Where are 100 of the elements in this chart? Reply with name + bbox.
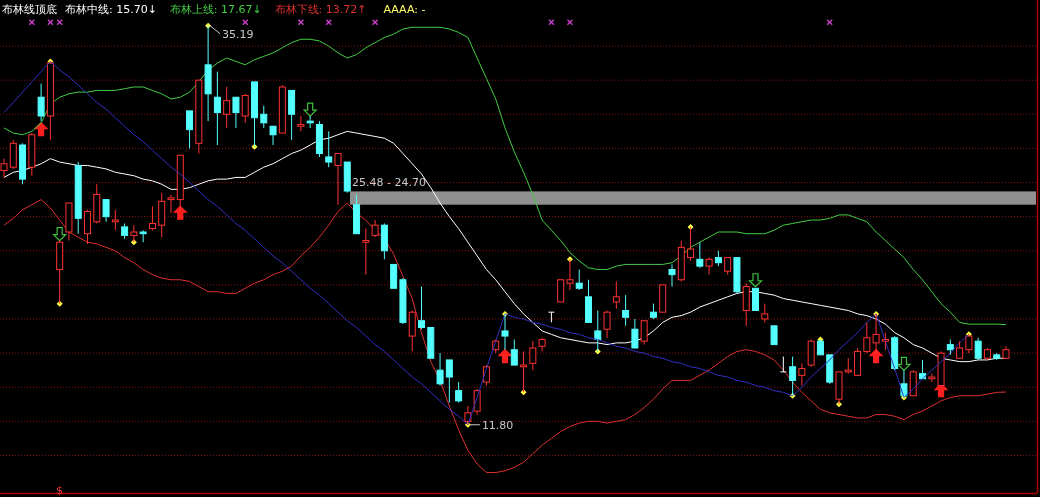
candlestick — [501, 313, 509, 351]
point — [498, 348, 512, 364]
candlestick — [167, 193, 175, 214]
annotation: 11.80 — [481, 418, 514, 432]
candlestick — [612, 280, 620, 310]
candlestick — [455, 381, 463, 404]
candlestick — [260, 105, 268, 129]
candlestick — [585, 279, 592, 323]
candlestick — [399, 277, 407, 325]
candlestick — [111, 209, 119, 231]
candlestick — [937, 350, 945, 387]
candlestick — [65, 202, 73, 242]
candlestick — [297, 115, 305, 132]
candlestick — [974, 337, 982, 361]
candlestick — [19, 142, 27, 185]
candlestick — [993, 352, 1001, 361]
candlestick — [705, 257, 713, 276]
candlestick — [445, 359, 453, 404]
point — [748, 273, 763, 288]
annotation: 35.19 — [222, 27, 254, 41]
candlestick — [306, 115, 314, 129]
text: 布林中线: 15.70↓ — [65, 3, 157, 16]
band-label: 25.48 - 24.70 — [352, 176, 426, 190]
text: 布林上线: 17.67↓ — [169, 3, 262, 16]
candlestick — [510, 338, 518, 366]
candlestick — [872, 313, 880, 354]
candlestick — [603, 309, 611, 339]
candlestick — [121, 222, 129, 240]
point — [566, 19, 574, 26]
candlestick — [139, 229, 147, 243]
candlestick — [529, 340, 537, 371]
candlestick — [74, 161, 82, 235]
candlestick — [148, 205, 156, 231]
candlestick — [863, 321, 871, 354]
point — [173, 205, 187, 220]
candlestick — [983, 347, 991, 361]
candlestick — [418, 286, 425, 330]
candlestick — [436, 352, 444, 387]
candlestick — [408, 309, 416, 352]
candlestick — [835, 371, 843, 405]
candlestick — [232, 96, 240, 129]
candlestick — [241, 93, 249, 124]
candlestick — [798, 362, 806, 387]
candlestick — [223, 86, 231, 129]
candlestick — [334, 153, 342, 206]
candlestick — [84, 209, 91, 245]
candlestick — [844, 357, 852, 375]
candlestick — [380, 222, 388, 260]
point — [303, 102, 317, 117]
candlestick — [687, 226, 695, 262]
candlestick — [538, 337, 546, 352]
candlestick — [278, 84, 286, 134]
candlestick — [826, 354, 834, 385]
candlestick — [288, 89, 296, 141]
candlestick — [315, 120, 323, 158]
candlestick — [575, 269, 583, 291]
candlestick — [353, 193, 361, 235]
candlestick — [343, 161, 351, 194]
candlestick — [325, 130, 333, 168]
text: 布林下线: 13.72↑ — [274, 3, 367, 16]
candlestick — [213, 71, 221, 146]
candlestick — [668, 263, 676, 288]
candlestick — [37, 83, 45, 122]
candlestick — [807, 338, 815, 368]
annotation: AAAA: - — [383, 3, 426, 16]
candlestick — [269, 125, 277, 146]
candlestick — [371, 219, 379, 238]
candlestick — [946, 338, 954, 356]
candlestick — [158, 192, 166, 238]
candlestick — [186, 110, 194, 149]
candlestick — [724, 257, 732, 276]
candlestick — [130, 224, 138, 243]
candlestick — [909, 369, 917, 397]
candlestick — [779, 356, 787, 373]
candlestick — [761, 303, 769, 323]
candlestick — [649, 303, 657, 320]
chart-title: 布林线顶底 — [2, 3, 57, 16]
candlestick — [594, 309, 602, 352]
annotation: $ — [56, 484, 63, 497]
candlestick — [714, 250, 722, 267]
candlestick — [733, 257, 741, 294]
candlestick — [520, 350, 528, 393]
point — [325, 19, 332, 26]
candlestick — [854, 347, 862, 376]
candlestick — [956, 340, 964, 359]
candlestick — [631, 318, 639, 349]
point — [897, 356, 911, 371]
point — [53, 227, 67, 242]
point — [869, 348, 883, 364]
candlestick — [102, 199, 110, 223]
point — [548, 19, 555, 26]
candlestick — [640, 320, 648, 346]
candlestick — [891, 335, 899, 371]
point — [47, 19, 54, 26]
candlestick — [742, 282, 750, 327]
candlestick — [9, 139, 17, 170]
candlestick — [93, 183, 101, 224]
candlestick — [362, 228, 370, 276]
candlestick — [195, 79, 203, 155]
candlestick — [28, 132, 36, 177]
